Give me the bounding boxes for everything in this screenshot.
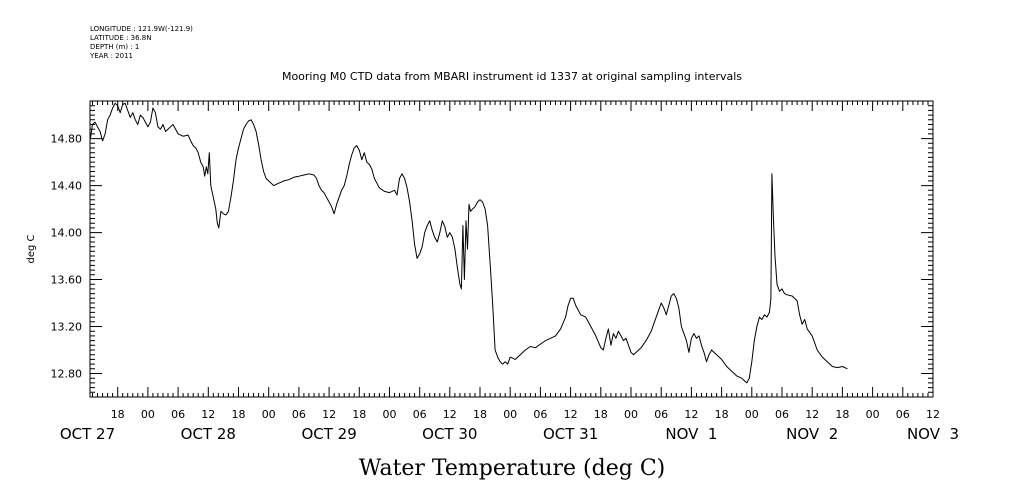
x-hour-label: 18 [232, 408, 246, 421]
plot-frame [89, 100, 934, 398]
y-axis-label: deg C [26, 234, 37, 263]
x-hour-label: 00 [866, 408, 880, 421]
x-hour-label: 00 [745, 408, 759, 421]
x-hour-label: 06 [654, 408, 668, 421]
x-day-label: OCT 31 [543, 425, 598, 443]
y-tick-label: 13.60 [51, 274, 83, 287]
longitude-label: LONGITUDE : 121.9W(-121.9) [90, 25, 193, 33]
y-tick-label: 14.80 [51, 133, 83, 146]
x-hour-label: 06 [775, 408, 789, 421]
x-hour-label: 12 [322, 408, 336, 421]
metadata-block: LONGITUDE : 121.9W(-121.9) LATITUDE : 36… [89, 25, 193, 60]
y-tick-labels: 12.80 13.20 13.60 14.00 14.40 14.80 [51, 133, 83, 381]
x-hour-label: 18 [352, 408, 366, 421]
y-tick-label: 14.00 [51, 227, 83, 240]
x-hour-label: 18 [835, 408, 849, 421]
x-hour-label: 06 [413, 408, 427, 421]
data-series [89, 102, 848, 384]
x-day-label: OCT 28 [181, 425, 236, 443]
x-hour-label: 06 [171, 408, 185, 421]
y-tick-label: 14.40 [51, 180, 83, 193]
x-hour-label: 06 [896, 408, 910, 421]
x-hour-label: 00 [383, 408, 397, 421]
x-day-label: OCT 27 [60, 425, 115, 443]
x-day-label: OCT 29 [301, 425, 356, 443]
axis-ticks [90, 100, 934, 398]
x-day-label: NOV 1 [665, 425, 717, 443]
x-hour-label: 00 [141, 408, 155, 421]
x-hour-label: 12 [443, 408, 457, 421]
tick-marks [90, 100, 934, 398]
x-hour-label: 12 [805, 408, 819, 421]
x-hour-label: 06 [533, 408, 547, 421]
x-hour-label: 00 [262, 408, 276, 421]
x-day-label: NOV 3 [907, 425, 959, 443]
x-hour-label: 06 [292, 408, 306, 421]
x-hour-label: 12 [564, 408, 578, 421]
x-hour-label: 12 [684, 408, 698, 421]
x-tick-labels: 18 00 06 12 18 00 06 12 18 00 06 12 18 00 06 12 18 00 06 12… [60, 408, 959, 443]
y-tick-label: 12.80 [51, 368, 83, 381]
x-hour-label: 18 [111, 408, 125, 421]
depth-label: DEPTH (m) : 1 [90, 43, 139, 51]
x-axis-label: Water Temperature (deg C) [359, 456, 666, 481]
x-day-label: NOV 2 [786, 425, 838, 443]
year-label: YEAR : 2011 [89, 52, 133, 60]
x-hour-label: 18 [473, 408, 487, 421]
y-tick-label: 13.20 [51, 321, 83, 334]
x-day-label: OCT 30 [422, 425, 477, 443]
chart-title: Mooring M0 CTD data from MBARI instrumen… [282, 70, 742, 83]
temperature-line [89, 102, 848, 384]
latitude-label: LATITUDE : 36.8N [90, 34, 152, 42]
x-hour-label: 12 [926, 408, 940, 421]
x-hour-label: 00 [503, 408, 517, 421]
x-hour-label: 18 [715, 408, 729, 421]
x-hour-label: 00 [624, 408, 638, 421]
x-hour-label: 12 [201, 408, 215, 421]
x-hour-label: 18 [594, 408, 608, 421]
